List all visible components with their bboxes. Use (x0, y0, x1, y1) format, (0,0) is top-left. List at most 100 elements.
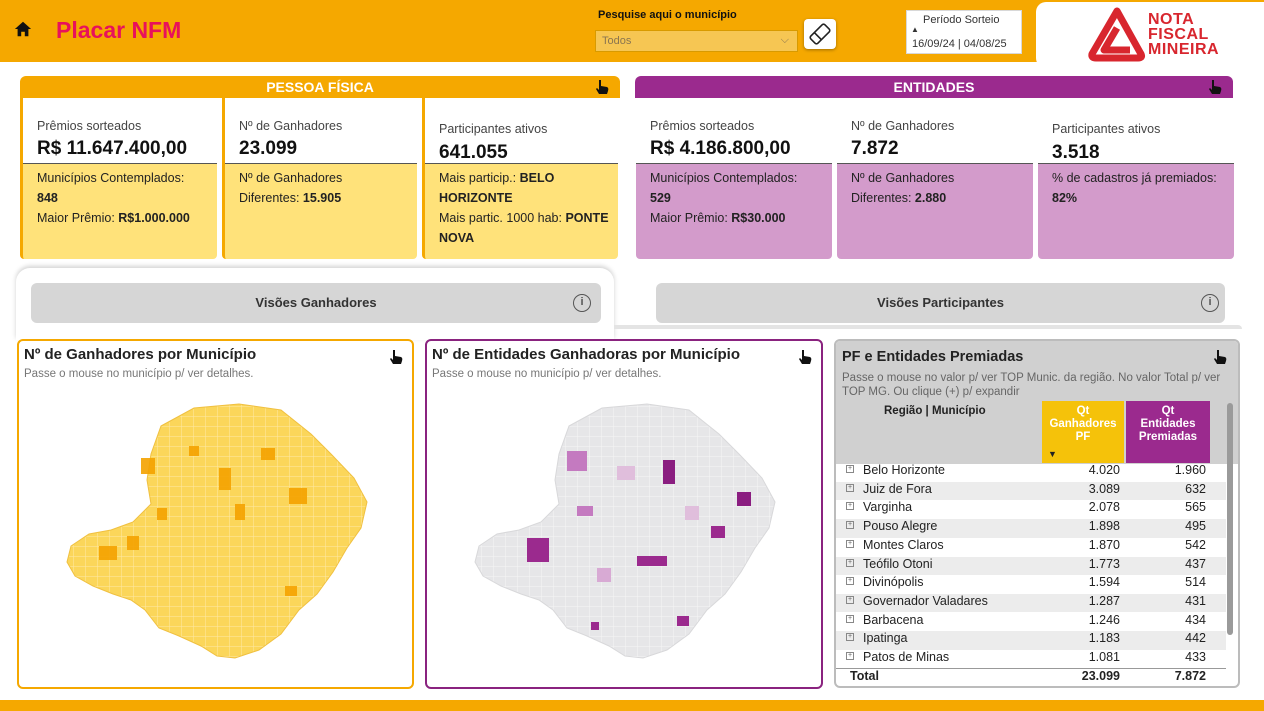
row-qt-ganhadores-pf[interactable]: 1.870 (1088, 537, 1120, 552)
tab-visoes-ganhadores[interactable]: Visões Ganhadores i (31, 283, 601, 323)
row-qt-ganhadores-pf[interactable]: 1.183 (1088, 631, 1120, 646)
table-row[interactable]: + Pouso Alegre 1.898 495 (836, 519, 1226, 538)
row-qt-ganhadores-pf[interactable]: 2.078 (1088, 500, 1120, 515)
kpi-card-top: Prêmios sorteados R$ 11.647.400,00 (23, 98, 217, 164)
expand-plus-icon[interactable]: + (846, 558, 854, 567)
municipio-select[interactable]: Todos ⌵ (595, 30, 798, 52)
logo-text: NOTA FISCAL MINEIRA (1148, 12, 1219, 58)
logo-area: NOTA FISCAL MINEIRA (1036, 2, 1264, 68)
info-icon[interactable]: i (1201, 294, 1219, 312)
pessoa-fisica-header: PESSOA FÍSICA (20, 76, 620, 98)
kpi-details: Mais particip.: BELO HORIZONTE Mais partic… (439, 168, 609, 248)
table-row[interactable]: + Ipatinga 1.183 442 (836, 631, 1226, 650)
row-municipio: Barbacena (863, 612, 924, 627)
kpi-label: Nº de Ganhadores (851, 119, 955, 133)
kpi-detail-value: BELO (519, 171, 555, 185)
expand-plus-icon[interactable]: + (846, 483, 854, 492)
row-qt-ganhadores-pf[interactable]: 1.246 (1088, 612, 1120, 627)
table-row[interactable]: + Patos de Minas 1.081 433 (836, 650, 1226, 669)
total-qt-entidades[interactable]: 7.872 (1174, 668, 1206, 683)
logo-line: FISCAL (1148, 26, 1209, 43)
kpi-detail-text: Municípios Contemplados: (650, 171, 798, 185)
expand-plus-icon[interactable]: + (846, 539, 854, 548)
table-row[interactable]: + Barbacena 1.246 434 (836, 613, 1226, 632)
row-qt-ganhadores-pf[interactable]: 1.898 (1088, 519, 1120, 534)
pointer-hand-icon[interactable] (1207, 79, 1223, 95)
row-qt-ganhadores-pf[interactable]: 1.287 (1088, 593, 1120, 608)
kpi-details: Municípios Contemplados: 848 Maior Prêmio:… (37, 168, 190, 228)
row-qt-entidades[interactable]: 514 (1185, 575, 1206, 590)
footer-bar (0, 700, 1264, 711)
map-subtitle: Passe o mouse no município p/ ver detalh… (432, 368, 662, 380)
pointer-hand-icon[interactable] (388, 349, 404, 365)
municipio-select-value: Todos (602, 35, 632, 47)
row-qt-entidades[interactable]: 632 (1185, 481, 1206, 496)
row-qt-entidades[interactable]: 542 (1185, 537, 1206, 552)
kpi-value: 23.099 (239, 138, 298, 159)
table-row[interactable]: + Belo Horizonte 4.020 1.960 (836, 463, 1226, 482)
kpi-value: 3.518 (1052, 142, 1100, 163)
kpi-detail-text: Nº de Ganhadores (239, 171, 343, 185)
col-line: Qt (1076, 405, 1090, 417)
minas-gerais-map[interactable] (457, 396, 807, 681)
kpi-label: Participantes ativos (439, 122, 548, 136)
pointer-hand-icon[interactable] (797, 349, 813, 365)
expand-plus-icon[interactable]: + (846, 614, 854, 623)
row-qt-ganhadores-pf[interactable]: 1.081 (1088, 650, 1120, 664)
expand-plus-icon[interactable]: + (846, 577, 854, 586)
map-title: Nº de Ganhadores por Município (24, 346, 257, 363)
pointer-hand-icon[interactable] (594, 79, 610, 95)
info-icon[interactable]: i (573, 294, 591, 312)
kpi-detail-line: % de cadastros já premiados: (1052, 168, 1217, 188)
column-header-qt-entidades[interactable]: Qt Entidades Premiadas (1126, 401, 1210, 463)
expand-plus-icon[interactable]: + (846, 502, 854, 511)
kpi-card: Participantes ativos 3.518 % de cadastros … (1038, 98, 1234, 259)
row-qt-ganhadores-pf[interactable]: 1.594 (1088, 575, 1120, 590)
row-qt-ganhadores-pf[interactable]: 1.773 (1088, 556, 1120, 571)
table-row[interactable]: + Montes Claros 1.870 542 (836, 538, 1226, 557)
row-qt-ganhadores-pf[interactable]: 4.020 (1088, 463, 1120, 477)
column-header-regiao[interactable]: Região | Município (884, 405, 986, 417)
row-qt-entidades[interactable]: 431 (1185, 593, 1206, 608)
minas-gerais-map[interactable] (49, 396, 399, 681)
total-qt-ganhadores-pf[interactable]: 23.099 (1081, 668, 1120, 683)
expand-plus-icon[interactable]: + (846, 595, 854, 604)
kpi-detail-line: Diferentes: 15.905 (239, 188, 342, 208)
pointer-hand-icon[interactable] (1212, 349, 1228, 365)
table-total-row[interactable]: Total 23.099 7.872 (836, 667, 1226, 687)
table-row[interactable]: + Juiz de Fora 3.089 632 (836, 481, 1226, 501)
table-row[interactable]: + Teófilo Otoni 1.773 437 (836, 556, 1226, 576)
map-card-ganhadores: Nº de Ganhadores por Município Passe o m… (17, 339, 414, 689)
kpi-card-top: Participantes ativos 3.518 (1038, 98, 1234, 164)
expand-plus-icon[interactable]: + (846, 652, 854, 660)
row-qt-entidades[interactable]: 434 (1185, 612, 1206, 627)
search-label: Pesquise aqui o município (598, 9, 737, 21)
kpi-details: Municípios Contemplados: 529 Maior Prêmio:… (650, 168, 797, 228)
expand-plus-icon[interactable]: + (846, 633, 854, 642)
row-qt-entidades[interactable]: 433 (1185, 650, 1206, 664)
table-scrollbar[interactable] (1227, 403, 1233, 635)
kpi-label: Nº de Ganhadores (239, 119, 343, 133)
row-municipio: Varginha (863, 500, 913, 515)
tab-visoes-participantes[interactable]: Visões Participantes i (656, 283, 1225, 323)
kpi-detail-text: Diferentes: (239, 191, 303, 205)
header-bar: Placar NFM Pesquise aqui o município Tod… (0, 0, 1264, 68)
table-row[interactable]: + Varginha 2.078 565 (836, 500, 1226, 519)
period-filter[interactable]: Período Sorteio ▲ 16/09/24 | 04/08/25 (906, 10, 1022, 54)
table-row[interactable]: + Divinópolis 1.594 514 (836, 575, 1226, 594)
row-qt-entidades[interactable]: 1.960 (1174, 463, 1206, 477)
expand-plus-icon[interactable]: + (846, 521, 854, 530)
row-qt-entidades[interactable]: 442 (1185, 631, 1206, 646)
row-qt-entidades[interactable]: 437 (1185, 556, 1206, 571)
expand-plus-icon[interactable]: + (846, 465, 854, 473)
kpi-detail-text: Diferentes: (851, 191, 915, 205)
row-qt-entidades[interactable]: 565 (1185, 500, 1206, 515)
home-icon[interactable] (14, 20, 32, 38)
kpi-detail-line: Maior Prêmio: R$1.000.000 (37, 208, 190, 228)
row-qt-ganhadores-pf[interactable]: 3.089 (1088, 481, 1120, 496)
clear-filters-button[interactable] (804, 19, 836, 49)
row-qt-entidades[interactable]: 495 (1185, 519, 1206, 534)
table-row[interactable]: + Governador Valadares 1.287 431 (836, 593, 1226, 613)
kpi-detail-text: Nº de Ganhadores (851, 171, 955, 185)
column-header-qt-ganhadores-pf[interactable]: Qt Ganhadores PF ▼ (1042, 401, 1124, 463)
